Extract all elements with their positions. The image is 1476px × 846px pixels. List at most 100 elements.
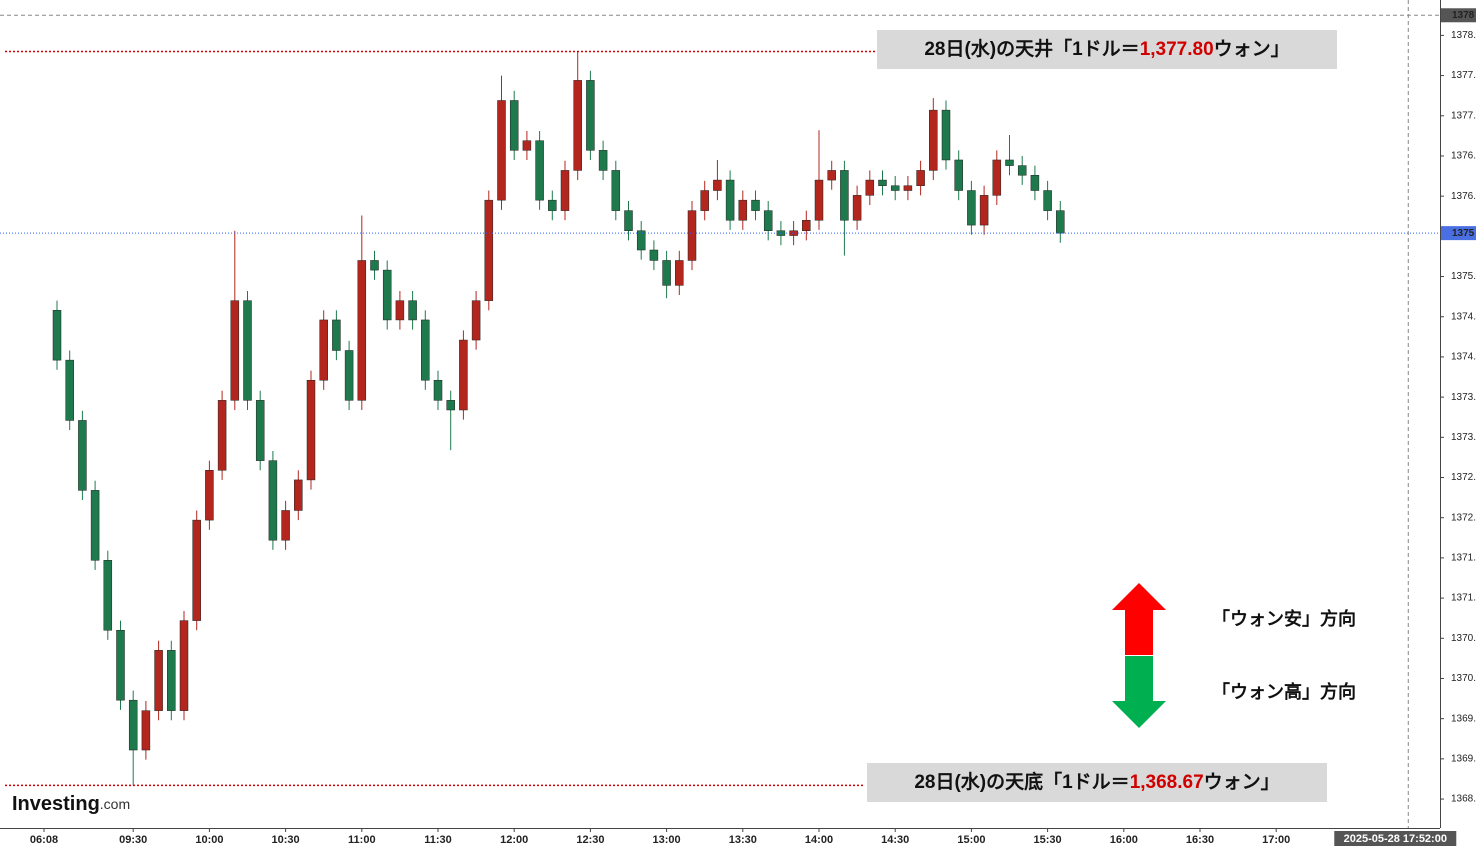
candle-body: [141, 710, 151, 751]
candle-body: [255, 400, 265, 461]
annotation: 28日(水)の天井「1ドル＝1,377.80ウォン」: [924, 37, 1289, 60]
crosshair-y-label: 1378: [1452, 10, 1475, 21]
candle-body: [433, 379, 443, 401]
annotation-box: [877, 30, 1337, 69]
candle-body: [954, 159, 963, 191]
candle-body: [1043, 190, 1052, 211]
annotation-value: 1,368.67: [1130, 772, 1204, 793]
candle-body: [852, 195, 862, 221]
candle-body: [979, 195, 989, 226]
candle-body: [573, 80, 582, 171]
y-tick-label: 1377.: [1451, 110, 1476, 121]
candle-body: [408, 300, 417, 321]
x-tick-label: 13:00: [653, 834, 681, 846]
candle-body: [370, 260, 379, 271]
candle-body: [128, 699, 138, 751]
candle-body: [522, 140, 532, 151]
candle-body: [814, 179, 824, 221]
annotation: 28日(水)の天底「1ドル＝1,368.67ウォン」: [914, 770, 1279, 793]
candle-body: [319, 319, 328, 381]
candle-body: [789, 230, 798, 236]
x-tick-label: 16:00: [1110, 834, 1138, 846]
candle-body: [446, 400, 455, 411]
candle-body: [344, 350, 354, 401]
x-tick-label: 12:00: [500, 834, 528, 846]
candle-body: [509, 100, 519, 151]
logo: Investing.com: [12, 793, 130, 815]
candle-body: [484, 199, 494, 301]
crosshair-x-label: 2025-05-28 17:52:00: [1344, 833, 1447, 845]
candle-body: [1017, 165, 1027, 176]
x-tick-label: 13:30: [729, 834, 757, 846]
candle-body: [598, 150, 608, 171]
candle-body: [243, 300, 252, 401]
y-tick-label: 1376.: [1451, 191, 1476, 202]
candle-body: [217, 400, 227, 471]
candle-body: [395, 300, 405, 321]
annotation-box: [867, 763, 1327, 802]
candle-body: [154, 650, 163, 711]
annotation-suffix: ウォン」: [1204, 771, 1280, 793]
x-tick-label: 17:00: [1262, 834, 1290, 846]
candle-body: [649, 249, 659, 261]
logo-suffix: .com: [100, 796, 130, 812]
candle-body: [167, 650, 176, 711]
candle-body: [52, 310, 62, 361]
x-tick-label: 11:30: [424, 834, 452, 846]
annotation-value: 1,377.80: [1140, 39, 1214, 60]
y-tick-label: 1370.: [1451, 673, 1476, 684]
up-arrow: [1112, 583, 1166, 655]
candle-body: [459, 339, 468, 411]
x-tick-label: 10:00: [195, 834, 223, 846]
candle-body: [471, 300, 481, 341]
y-tick-label: 1369.: [1451, 754, 1476, 765]
candle-body: [662, 260, 671, 286]
candle-body: [713, 179, 722, 191]
last-price-label: 1375: [1452, 228, 1475, 239]
x-tick-label: 11:00: [348, 834, 376, 846]
candle-body: [624, 210, 633, 231]
candle-body: [382, 269, 392, 321]
candle-body: [827, 170, 836, 181]
candle-body: [230, 300, 240, 401]
candle-body: [357, 260, 367, 401]
candle-body: [700, 190, 709, 211]
candle-body: [725, 179, 735, 221]
candle-body: [65, 359, 74, 421]
candle-body: [548, 199, 557, 211]
y-tick-label: 1368.: [1451, 794, 1476, 805]
x-tick-label: 12:30: [576, 834, 604, 846]
annotation-prefix: 28日(水)の天底「1ドル＝: [914, 770, 1129, 793]
candle-body: [675, 260, 684, 286]
crosshair-y-box: [1441, 8, 1476, 23]
candle-body: [763, 210, 773, 231]
x-tick-label: 09:30: [119, 834, 147, 846]
candle-body: [306, 379, 316, 481]
y-tick-label: 1372.: [1451, 512, 1476, 523]
crosshair-x-box: [1334, 831, 1457, 846]
candle-body: [535, 140, 544, 201]
x-tick-label: 15:00: [957, 834, 985, 846]
direction-label: 「ウォン安」方向: [1212, 608, 1356, 629]
y-tick-label: 1374.: [1451, 352, 1476, 363]
candle-body: [611, 170, 621, 211]
candle-body: [941, 109, 951, 161]
candle-body: [268, 460, 278, 541]
candle-body: [586, 80, 595, 151]
candle-body: [192, 519, 201, 621]
candle-body: [878, 179, 887, 186]
annotation-prefix: 28日(水)の天井「1ドル＝: [924, 37, 1139, 60]
x-tick-label: 14:00: [805, 834, 833, 846]
candle-body: [1056, 210, 1065, 234]
candle-body: [890, 185, 900, 191]
candle-body: [751, 199, 760, 211]
candle-body: [205, 470, 214, 521]
candle-body: [294, 479, 303, 511]
direction-label: 「ウォン高」方向: [1212, 681, 1356, 702]
last-price-box: [1441, 226, 1476, 241]
candle-body: [636, 230, 646, 251]
y-tick-label: 1371.: [1451, 553, 1476, 564]
candle-body: [865, 179, 875, 196]
candle-body: [90, 490, 100, 561]
y-tick-label: 1372.: [1451, 472, 1476, 483]
